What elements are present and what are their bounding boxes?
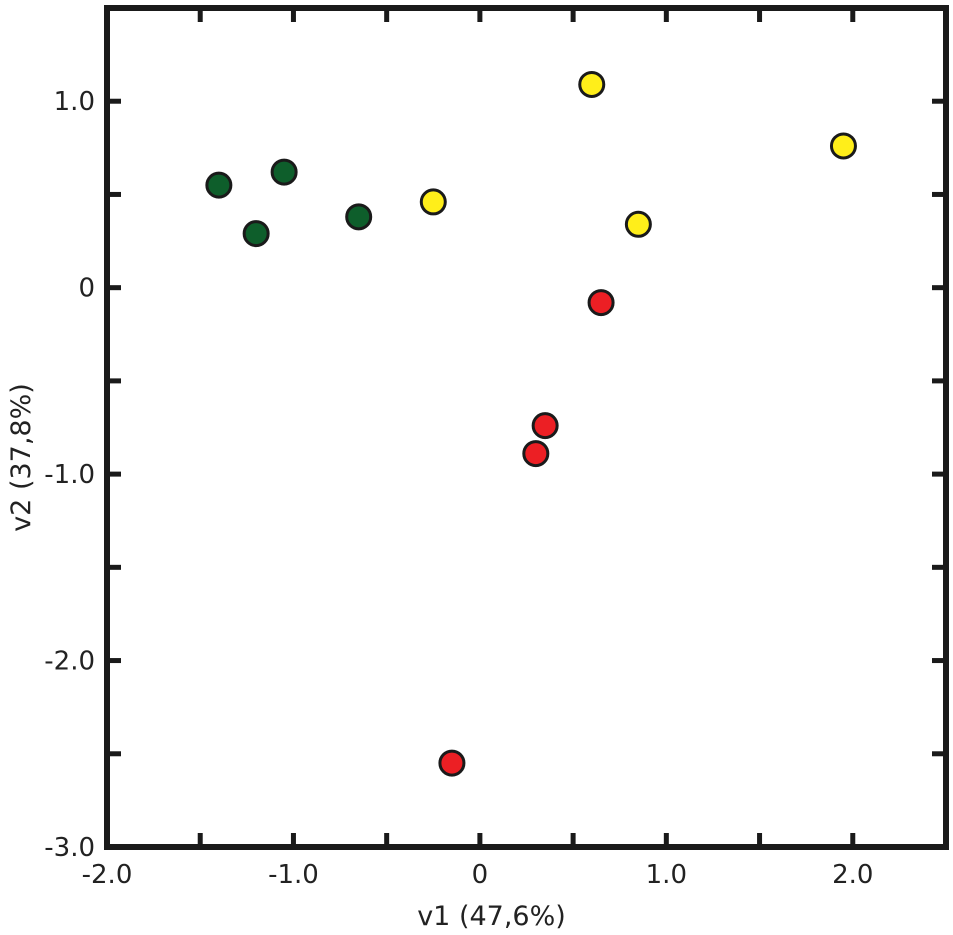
data-point xyxy=(242,220,270,248)
y-tick-label: 1.0 xyxy=(54,87,95,117)
data-point xyxy=(522,440,550,468)
data-point xyxy=(624,210,652,238)
data-point xyxy=(438,749,466,777)
data-point xyxy=(531,412,559,440)
tick-labels-layer: -2.0 -1.0 0 1.0 2.01.00-1.0-2.0-3.0 xyxy=(44,87,873,890)
data-point xyxy=(587,289,615,317)
data-point xyxy=(270,158,298,186)
data-point xyxy=(419,188,447,216)
x-tick-label: 2.0 xyxy=(832,860,873,890)
y-tick-label: 0 xyxy=(78,274,95,304)
plot-frame xyxy=(104,5,949,850)
data-point xyxy=(345,203,373,231)
data-point xyxy=(829,132,857,160)
points-layer xyxy=(205,70,857,777)
x-tick-label: -1.0 xyxy=(268,860,319,890)
y-tick-label: -2.0 xyxy=(44,647,95,677)
x-tick-label: 0 xyxy=(472,860,489,890)
x-tick-label: -2.0 xyxy=(82,860,133,890)
ticks-layer xyxy=(107,8,946,847)
data-point xyxy=(205,171,233,199)
y-axis-label: v2 (37,8%) xyxy=(6,383,37,532)
data-point xyxy=(578,70,606,98)
x-tick-label: 1.0 xyxy=(646,860,687,890)
x-axis-label: v1 (47,6%) xyxy=(417,901,566,932)
y-tick-label: -3.0 xyxy=(44,833,95,863)
y-tick-label: -1.0 xyxy=(44,460,95,490)
